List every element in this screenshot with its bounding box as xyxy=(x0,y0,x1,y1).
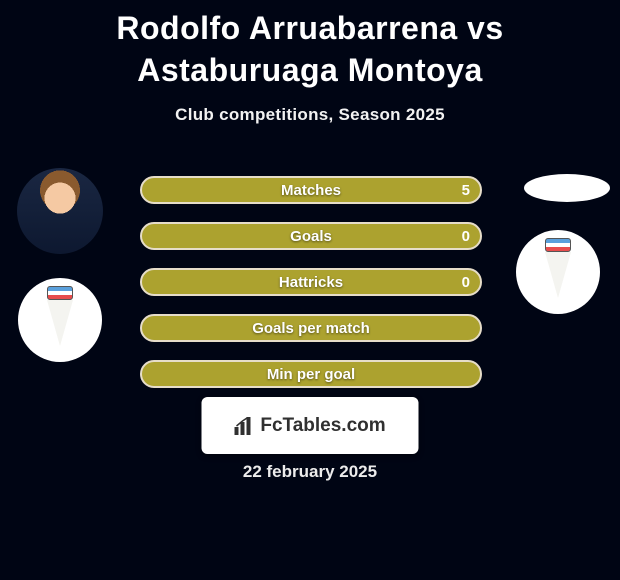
stat-bar: Goals0 xyxy=(140,222,482,250)
stat-bar: Hattricks0 xyxy=(140,268,482,296)
stat-bar-label: Hattricks xyxy=(140,268,482,296)
stat-bar-value: 0 xyxy=(462,268,470,296)
stat-bar-label: Min per goal xyxy=(140,360,482,388)
chart-icon xyxy=(234,417,254,435)
club2-pennant-icon xyxy=(545,238,571,300)
logo-text: FcTables.com xyxy=(260,415,385,437)
subtitle: Club competitions, Season 2025 xyxy=(0,105,620,125)
player1-avatar xyxy=(17,168,103,254)
club1-badge xyxy=(18,278,102,362)
stat-bar: Min per goal xyxy=(140,360,482,388)
stat-bar-label: Goals per match xyxy=(140,314,482,342)
stats-bars: Matches5Goals0Hattricks0Goals per matchM… xyxy=(140,176,482,406)
player1-avatar-image xyxy=(17,168,103,254)
club1-pennant-icon xyxy=(47,286,73,348)
club2-badge xyxy=(516,230,600,314)
stat-bar: Goals per match xyxy=(140,314,482,342)
stat-bar-label: Goals xyxy=(140,222,482,250)
stat-bar-value: 5 xyxy=(462,176,470,204)
fctables-logo: FcTables.com xyxy=(202,397,419,454)
player2-avatar xyxy=(524,174,610,202)
page-title: Rodolfo Arruabarrena vs Astaburuaga Mont… xyxy=(0,0,620,91)
stat-bar-value: 0 xyxy=(462,222,470,250)
stat-bar: Matches5 xyxy=(140,176,482,204)
date-text: 22 february 2025 xyxy=(0,462,620,482)
stat-bar-label: Matches xyxy=(140,176,482,204)
